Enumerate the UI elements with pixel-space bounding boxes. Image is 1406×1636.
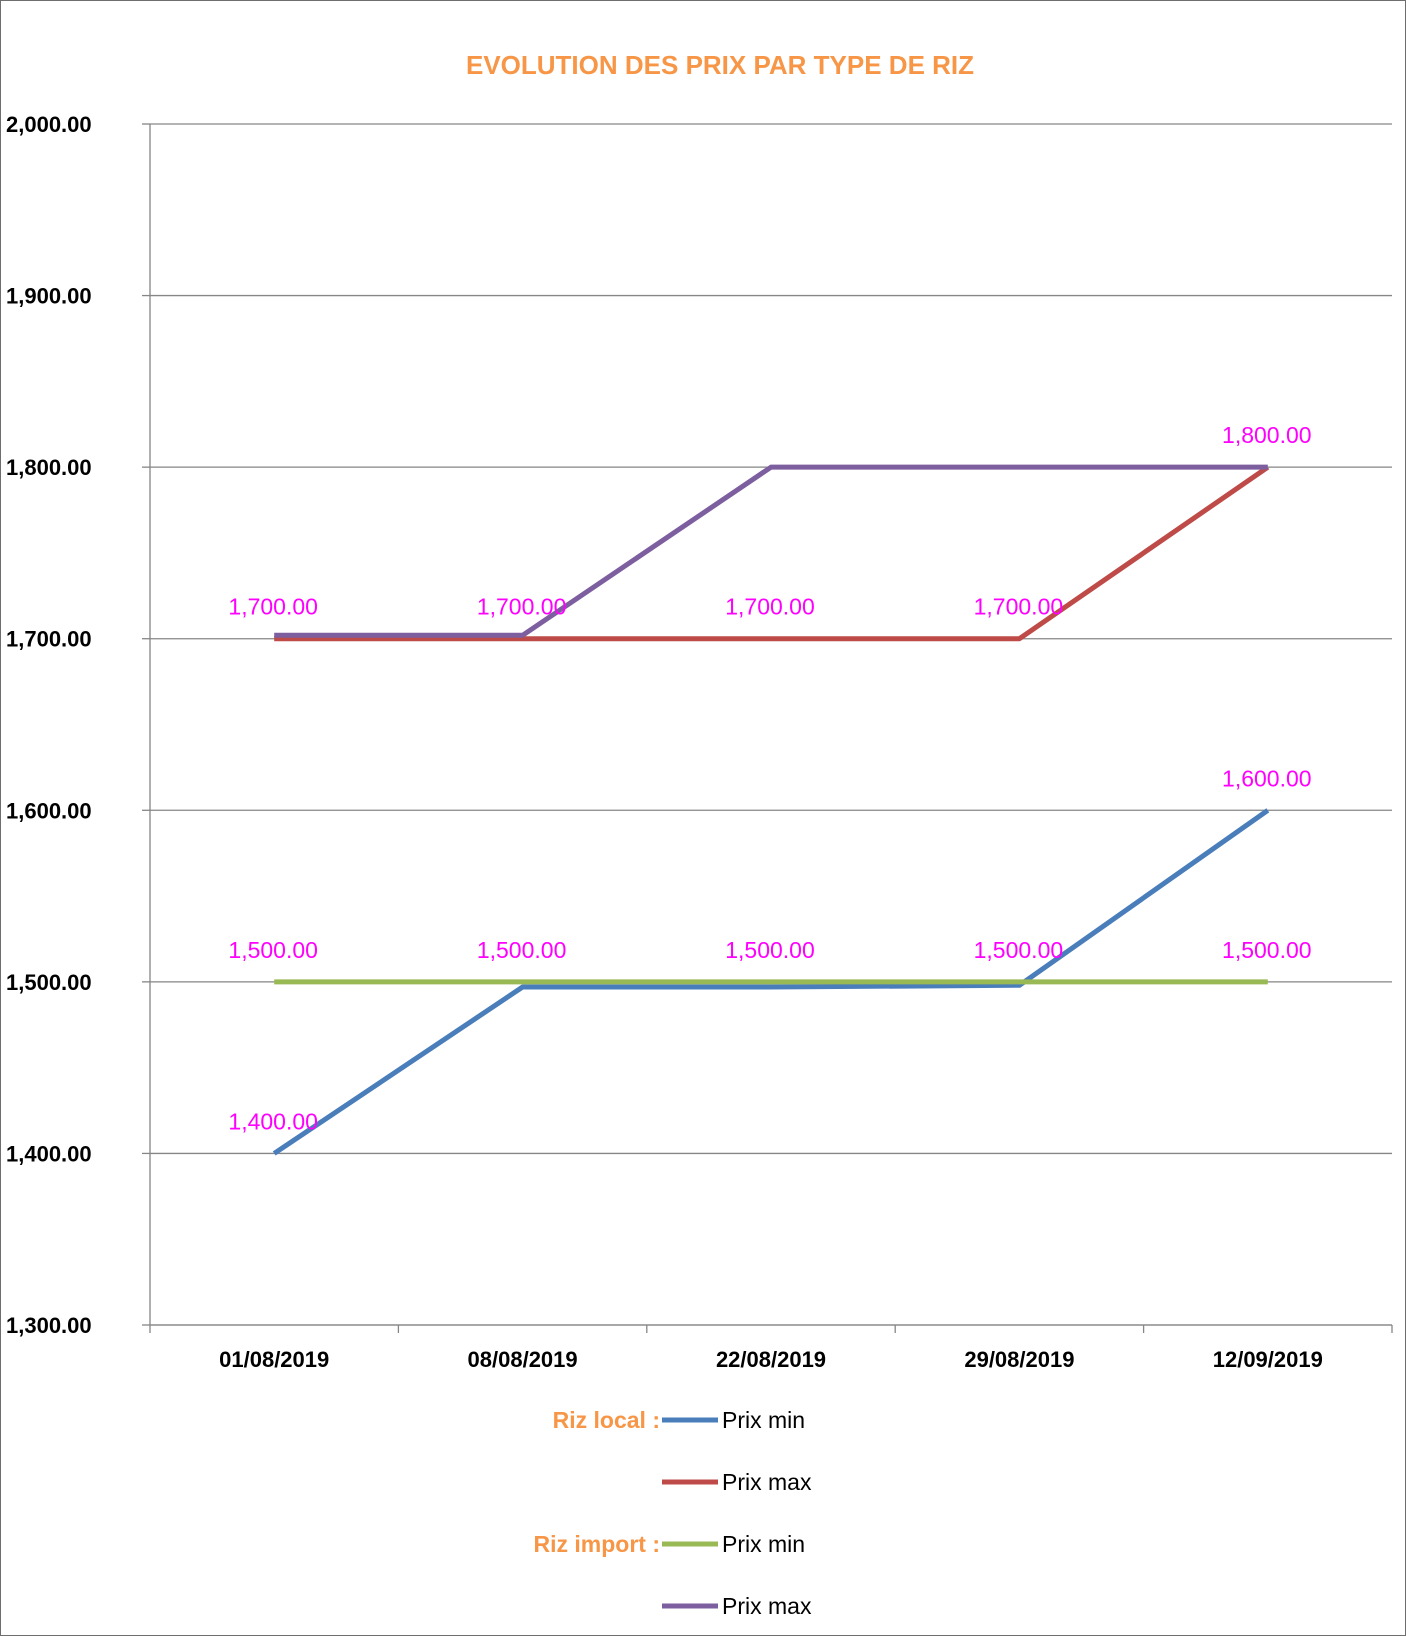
y-tick-label: 1,500.00	[6, 970, 92, 995]
series-line	[272, 808, 1270, 1156]
data-label: 1,700.00	[974, 594, 1064, 620]
legend: Prix min Riz local : Prix max Prix min Riz i…	[534, 1407, 812, 1619]
data-label: 1,700.00	[228, 594, 318, 620]
data-label: 1,500.00	[1222, 937, 1312, 963]
series-line	[274, 465, 1270, 642]
data-label: 1,800.00	[1222, 422, 1312, 448]
legend-entry-label: Prix min	[722, 1407, 805, 1433]
data-labels: 1,400.00 1,500.00 1,500.00 1,500.00 1,500.00…	[228, 422, 1311, 1134]
y-tick-label: 1,800.00	[6, 455, 92, 480]
data-label: 1,500.00	[477, 937, 567, 963]
axes: 1,300.00 1,400.00 1,500.00 1,600.00 1,700.00…	[6, 112, 1393, 1372]
chart-title: EVOLUTION DES PRIX PAR TYPE DE RIZ	[466, 50, 974, 80]
legend-group-label: Riz local :	[553, 1407, 660, 1433]
y-tick-label: 1,700.00	[6, 627, 92, 652]
data-label: 1,500.00	[974, 937, 1064, 963]
data-label: 1,600.00	[1222, 765, 1312, 791]
series-lines	[272, 464, 1270, 1156]
y-tick-label: 2,000.00	[6, 112, 92, 137]
y-tick-label: 1,900.00	[6, 284, 92, 309]
data-label: 1,500.00	[228, 937, 318, 963]
data-label: 1,700.00	[725, 594, 815, 620]
y-tick-label: 1,600.00	[6, 798, 92, 823]
x-tick-label: 12/09/2019	[1213, 1347, 1323, 1372]
gridlines	[150, 123, 1392, 1326]
y-tick-label: 1,400.00	[6, 1141, 92, 1166]
legend-entry-label: Prix max	[722, 1593, 812, 1619]
x-tick-label: 08/08/2019	[468, 1347, 578, 1372]
legend-entry-label: Prix min	[722, 1531, 805, 1557]
x-tick-label: 01/08/2019	[219, 1347, 329, 1372]
legend-entry-label: Prix max	[722, 1469, 812, 1495]
legend-group-label: Riz import :	[534, 1531, 661, 1557]
data-label: 1,400.00	[228, 1108, 318, 1134]
x-tick-label: 29/08/2019	[964, 1347, 1074, 1372]
x-tick-label: 22/08/2019	[716, 1347, 826, 1372]
series-line	[274, 464, 1268, 638]
data-label: 1,500.00	[725, 937, 815, 963]
data-label: 1,700.00	[477, 594, 567, 620]
y-tick-label: 1,300.00	[6, 1313, 92, 1338]
